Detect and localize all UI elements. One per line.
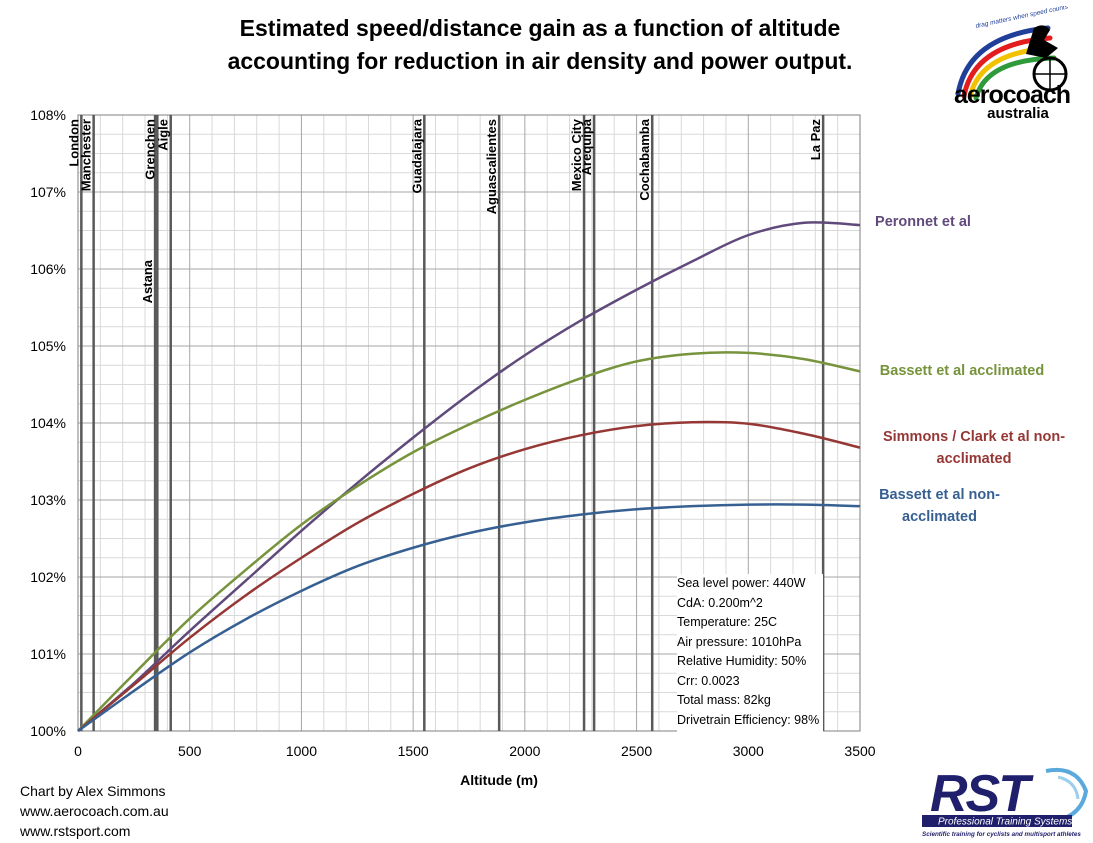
param-total-mass: Total mass: 82kg	[677, 693, 771, 707]
credit-aerocoach-url: www.aerocoach.com.au	[20, 803, 169, 819]
x-tick-label: 1500	[398, 743, 429, 759]
aerocoach-slogan: drag matters when speed counts	[975, 6, 1069, 30]
venue-label: Grenchen	[142, 119, 157, 180]
venue-label: Aguascalientes	[484, 119, 499, 214]
series-line-bassett-non	[77, 503, 861, 733]
y-tick-label: 104%	[30, 415, 66, 431]
venue-label: Astana	[140, 259, 155, 303]
x-tick-label: 0	[74, 743, 82, 759]
x-tick-label: 2500	[621, 743, 652, 759]
series-label-peronnet: Peronnet et al	[858, 211, 988, 233]
aerocoach-name: aerocoach	[954, 81, 1070, 109]
param-sea-level-power: Sea level power: 440W	[677, 576, 806, 590]
series-label-bassett-acclimated-line-1: Bassett et al acclimated	[879, 363, 1045, 379]
y-tick-label: 105%	[30, 338, 66, 354]
y-tick-label: 107%	[30, 184, 66, 200]
y-tick-label: 103%	[30, 492, 66, 508]
param-crr: Crr: 0.0023	[677, 673, 740, 688]
series-label-bassett-non-acclimated-line-2: acclimated	[902, 509, 977, 525]
series-label-simmons-clark-line-2: acclimated	[936, 451, 1012, 467]
x-tick-label: 1000	[286, 743, 317, 759]
parameters-box: Sea level power: 440W CdA: 0.200m^2 Temp…	[677, 574, 824, 732]
rst-sub: Scientific training for cyclists and mul…	[922, 831, 1081, 838]
chart-title-line-2: accounting for reduction in air density …	[227, 48, 853, 74]
chart-title-line-1: Estimated speed/distance gain as a funct…	[239, 15, 841, 41]
x-tick-label: 500	[178, 743, 202, 759]
venue-label: Manchester	[79, 119, 94, 191]
series-line-peronnet	[77, 221, 861, 732]
plot-area-border	[77, 114, 861, 732]
y-tick-label: 106%	[30, 261, 66, 277]
series-line-bassett-accl	[77, 351, 861, 732]
rst-logo: RST Professional Training Systems Scient…	[922, 765, 1089, 838]
credits: Chart by Alex Simmons www.aerocoach.com.…	[20, 781, 169, 841]
param-air-pressure: Air pressure: 1010hPa	[677, 634, 802, 649]
venue-label: Guadalajara	[409, 118, 424, 193]
chart-title: Estimated speed/distance gain as a funct…	[160, 12, 920, 78]
rst-tagline: Professional Training Systems	[938, 817, 1072, 828]
param-temperature: Temperature: 25C	[677, 615, 778, 629]
param-relative-humidity: Relative Humidity: 50%	[677, 654, 807, 668]
x-tick-label: 2000	[509, 743, 540, 759]
y-tick-label: 101%	[30, 646, 66, 662]
y-tick-label: 108%	[30, 107, 66, 123]
series-label-simmons-clark: Simmons / Clark et al non- acclimated	[868, 426, 1080, 470]
aerocoach-sub: australia	[987, 105, 1049, 122]
y-tick-label: 100%	[30, 723, 66, 739]
y-tick-label: 102%	[30, 569, 66, 585]
venue-label: Aigle	[156, 119, 171, 151]
venue-label: La Paz	[808, 119, 823, 161]
x-axis-label: Altitude (m)	[460, 772, 538, 788]
series-label-bassett-non-acclimated: Bassett et al non- acclimated	[862, 484, 1017, 528]
param-cda: CdA: 0.200m^2	[677, 595, 763, 610]
series-label-peronnet-line-1: Peronnet et al	[875, 214, 971, 230]
x-tick-label: 3500	[844, 743, 875, 759]
series-label-simmons-clark-line-1: Simmons / Clark et al non-	[882, 429, 1066, 445]
series-line-simmons	[77, 420, 861, 732]
aerocoach-logo: drag matters when speed counts aerocoach…	[954, 6, 1071, 122]
venue-label: London	[66, 119, 81, 167]
x-tick-label: 3000	[733, 743, 764, 759]
venue-label: Mexico City	[569, 118, 584, 191]
credit-author: Chart by Alex Simmons	[20, 783, 166, 799]
rst-name: RST	[930, 765, 1034, 823]
param-drivetrain-efficiency: Drivetrain Efficiency: 98%	[677, 712, 820, 727]
credit-rst-url: www.rstsport.com	[20, 823, 131, 839]
venue-label: Cochabamba	[637, 118, 652, 200]
venue-label: Arequipa	[579, 118, 594, 175]
series-label-bassett-acclimated: Bassett et al acclimated	[862, 360, 1062, 382]
series-label-bassett-non-acclimated-line-1: Bassett et al non-	[879, 487, 1000, 503]
